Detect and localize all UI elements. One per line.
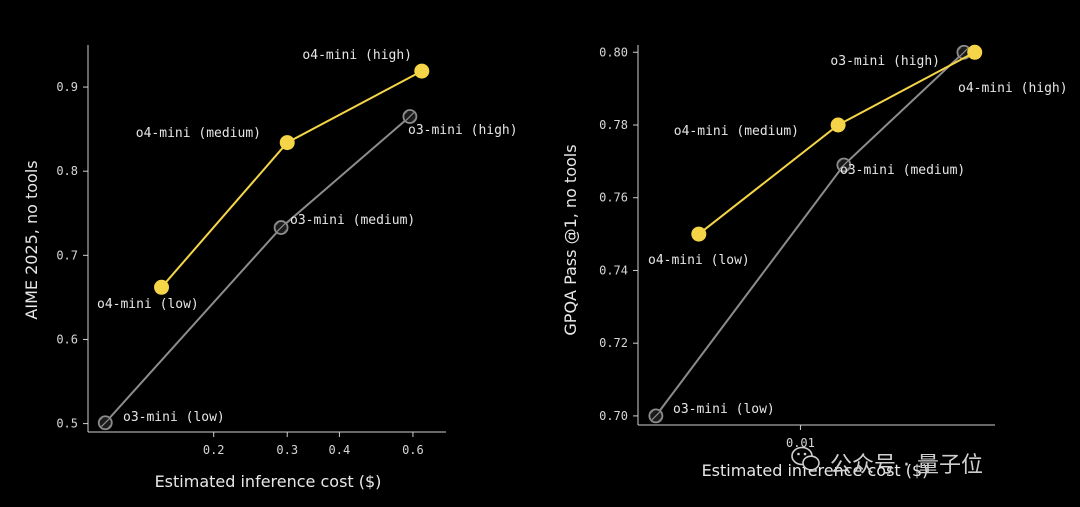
point-label: o3-mini (medium): [840, 163, 965, 178]
o4-mini-point: [830, 117, 846, 133]
point-label: o3-mini (low): [123, 410, 225, 425]
y-tick-label: 0.5: [56, 417, 78, 431]
x-tick-label: 0.01: [786, 436, 815, 450]
point-label: o4-mini (low): [648, 253, 750, 268]
point-label: o3-mini (high): [408, 123, 518, 138]
y-tick-label: 0.72: [599, 336, 628, 350]
y-tick-label: 0.70: [599, 409, 628, 423]
y-tick-label: 0.78: [599, 118, 628, 132]
x-tick-label: 0.3: [276, 443, 298, 457]
o3-mini-series-line: [104, 115, 411, 424]
aime-chart: 0.5 0.6 0.7 0.8 0.9 0.2 0.3 0.4 0.6 Estimated inf…: [22, 45, 518, 491]
point-label: o4-mini (low): [97, 297, 199, 312]
o4-mini-point: [967, 44, 983, 60]
o4-mini-point: [279, 135, 295, 151]
y-tick-label: 0.9: [56, 80, 78, 94]
x-tick-label: 0.2: [203, 443, 225, 457]
y-tick-label: 0.80: [599, 45, 628, 59]
x-tick-label: 0.4: [329, 443, 351, 457]
y-tick-label: 0.8: [56, 164, 78, 178]
o4-mini-point: [691, 226, 707, 242]
y-tick-label: 0.7: [56, 248, 78, 262]
watermark-text: 公众号 · 量子位: [830, 453, 983, 478]
y-tick-label: 0.6: [56, 332, 78, 346]
point-label: o4-mini (high): [958, 81, 1068, 96]
o4-mini-series-line: [698, 51, 976, 235]
o4-mini-series-line: [160, 70, 423, 288]
y-axis-title: GPQA Pass @1, no tools: [561, 144, 580, 335]
y-tick-label: 0.76: [599, 191, 628, 205]
x-axis-title: Estimated inference cost ($): [155, 472, 382, 491]
point-label: o4-mini (medium): [674, 124, 799, 139]
point-label: o4-mini (high): [302, 48, 412, 63]
o4-mini-point: [414, 63, 430, 79]
point-label: o3-mini (high): [830, 54, 940, 69]
x-tick-label: 0.6: [402, 443, 424, 457]
o4-mini-point: [154, 279, 170, 295]
wechat-icon: [791, 446, 820, 471]
point-label: o4-mini (medium): [136, 126, 261, 141]
watermark: 公众号 · 量子位: [791, 446, 983, 478]
y-tick-label: 0.74: [599, 263, 628, 277]
point-label: o3-mini (medium): [290, 213, 415, 228]
o3-mini-point-hatch: [650, 410, 662, 422]
point-label: o3-mini (low): [673, 402, 775, 417]
y-axis-title: AIME 2025, no tools: [22, 160, 41, 319]
x-axis-title: Estimated inference cost ($): [702, 461, 929, 480]
gpqa-chart: 0.70 0.72 0.74 0.76 0.78 0.80 0.01 Estimated in…: [561, 44, 1068, 480]
